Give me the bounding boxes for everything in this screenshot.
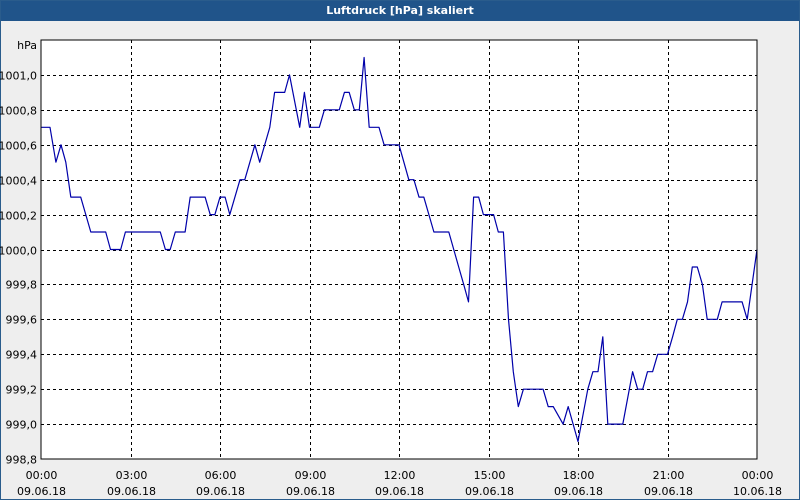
- y-tick-label: 998,8: [6, 454, 38, 467]
- x-tick-date: 09.06.18: [465, 485, 514, 498]
- x-tick-time: 00:00: [742, 469, 774, 482]
- x-tick-time: 18:00: [563, 469, 595, 482]
- y-tick-label: 999,6: [6, 314, 38, 327]
- x-tick-date: 09.06.18: [375, 485, 424, 498]
- y-tick-label: 999,8: [6, 279, 38, 292]
- x-tick-time: 09:00: [295, 469, 327, 482]
- y-tick-label: 999,0: [6, 419, 38, 432]
- x-tick-time: 15:00: [474, 469, 506, 482]
- x-tick-date: 09.06.18: [196, 485, 245, 498]
- x-tick-date: 09.06.18: [107, 485, 156, 498]
- y-tick-label: 999,4: [6, 349, 38, 362]
- pressure-series-line: [41, 56, 758, 443]
- x-tick-date: 09.06.18: [286, 485, 335, 498]
- y-tick-label: 1000,6: [0, 140, 37, 153]
- x-tick-time: 00:00: [26, 469, 58, 482]
- plot-frame: [40, 39, 758, 460]
- chart-title: Luftdruck [hPa] skaliert: [1, 1, 799, 21]
- y-tick-label: 1001,0: [0, 70, 37, 83]
- x-tick-time: 12:00: [384, 469, 416, 482]
- y-axis-label: hPa: [17, 39, 37, 52]
- x-tick-date: 09.06.18: [554, 485, 603, 498]
- x-tick-time: 21:00: [653, 469, 685, 482]
- y-tick-label: 999,2: [6, 384, 38, 397]
- x-tick-date: 09.06.18: [644, 485, 693, 498]
- y-tick-label: 1000,2: [0, 210, 37, 223]
- y-tick-label: 1000,8: [0, 105, 37, 118]
- y-tick-label: 1000,4: [0, 175, 37, 188]
- x-tick-date: 10.06.18: [733, 485, 782, 498]
- x-tick-date: 09.06.18: [17, 485, 66, 498]
- x-tick-time: 03:00: [116, 469, 148, 482]
- x-tick-time: 06:00: [205, 469, 237, 482]
- y-tick-label: 1000,0: [0, 245, 37, 258]
